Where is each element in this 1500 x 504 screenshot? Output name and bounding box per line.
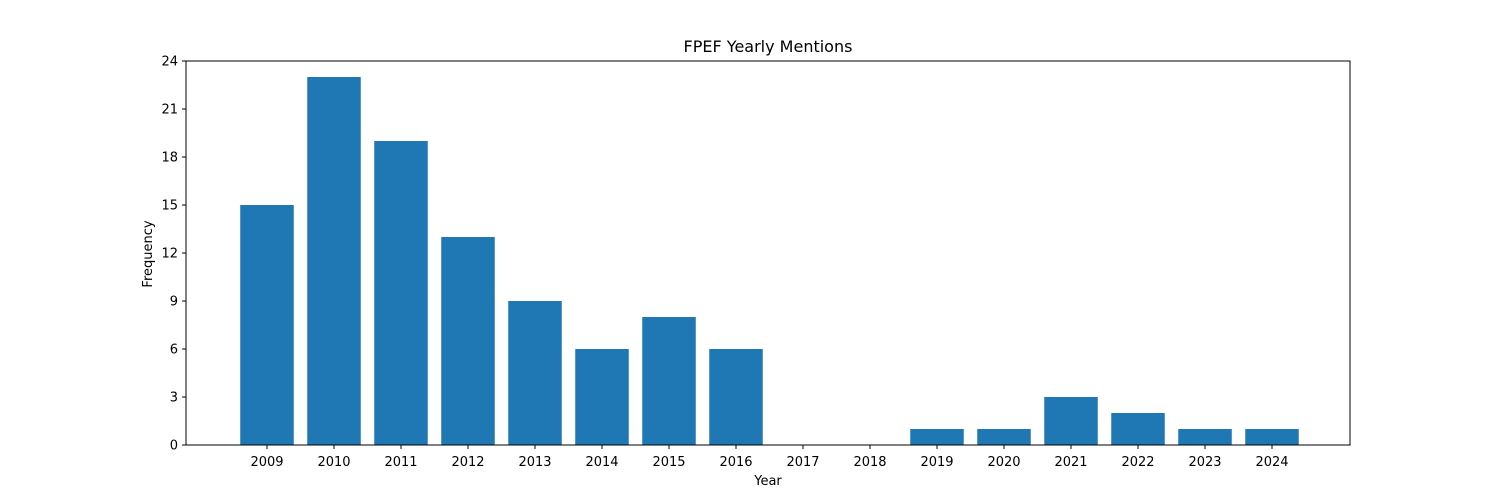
bar-2024 [1245, 429, 1299, 445]
x-tick-label: 2024 [1255, 455, 1288, 470]
x-tick-label: 2013 [518, 455, 551, 470]
bar-2015 [642, 317, 696, 445]
y-tick-label: 15 [161, 199, 178, 214]
x-tick-label: 2021 [1054, 455, 1087, 470]
x-tick-label: 2016 [719, 455, 752, 470]
chart-title: FPEF Yearly Mentions [684, 37, 853, 56]
x-axis-label: Year [753, 474, 782, 489]
x-tick-label: 2019 [920, 455, 953, 470]
x-tick-label: 2020 [987, 455, 1020, 470]
bar-2009 [240, 205, 294, 445]
x-tick-label: 2012 [451, 455, 484, 470]
bar-2010 [307, 77, 361, 445]
y-tick-label: 3 [170, 391, 178, 406]
bar-2012 [441, 237, 495, 445]
y-tick-label: 21 [161, 103, 178, 118]
x-tick-label: 2010 [317, 455, 350, 470]
y-tick-label: 18 [161, 151, 178, 166]
y-tick-label: 9 [170, 295, 178, 310]
x-tick-label: 2022 [1121, 455, 1154, 470]
bar-2021 [1044, 397, 1098, 445]
y-tick-label: 12 [161, 247, 178, 262]
bar-2022 [1111, 413, 1165, 445]
x-tick-label: 2017 [786, 455, 819, 470]
y-tick-label: 6 [170, 343, 178, 358]
x-tick-label: 2023 [1188, 455, 1221, 470]
bar-2013 [508, 301, 562, 445]
x-tick-label: 2009 [250, 455, 283, 470]
bars-layer [240, 77, 1299, 445]
bar-2019 [910, 429, 964, 445]
bar-2016 [709, 349, 763, 445]
plot-frame [185, 60, 1351, 446]
x-tick-label: 2018 [853, 455, 886, 470]
y-tick-label: 24 [161, 55, 178, 70]
y-tick-label: 0 [170, 439, 178, 454]
bar-2020 [977, 429, 1031, 445]
y-axis-label: Frequency [141, 220, 156, 287]
x-axis: 2009 2010 2011 2012 2013 2014 2015 2016 2017 2018… [250, 445, 1289, 470]
bar-2011 [374, 141, 428, 445]
bar-2014 [575, 349, 629, 445]
x-tick-label: 2011 [384, 455, 417, 470]
x-tick-label: 2015 [652, 455, 685, 470]
y-axis: 0 3 6 9 12 15 18 21 24 [161, 55, 186, 454]
x-tick-label: 2014 [585, 455, 618, 470]
bar-2023 [1178, 429, 1232, 445]
